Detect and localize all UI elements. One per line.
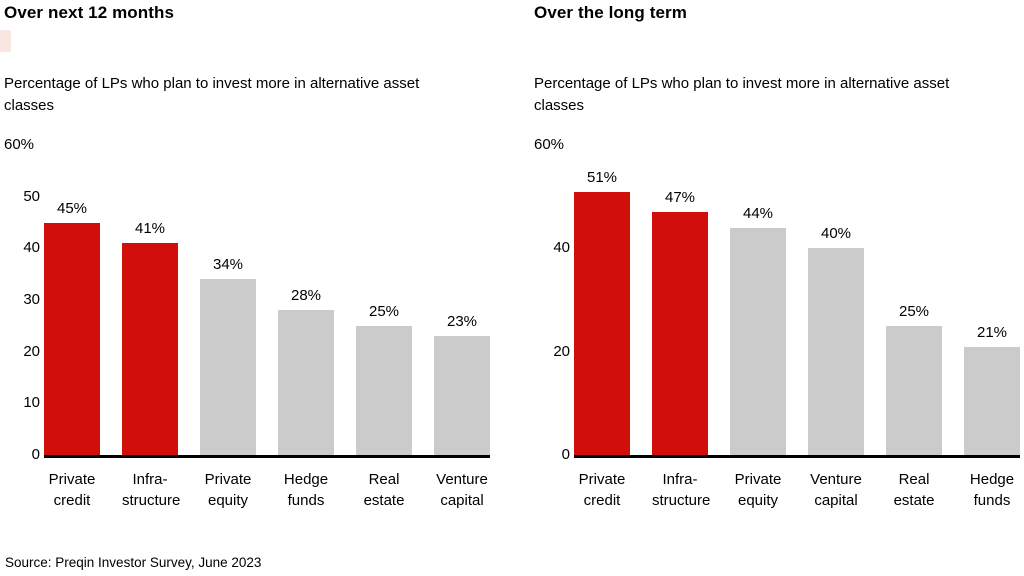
- x-axis-category-label: Hedge funds: [969, 471, 1015, 509]
- bar-column: 41%: [122, 220, 178, 455]
- y-axis-tick-label: 20: [23, 342, 40, 360]
- source-note: Source: Preqin Investor Survey, June 202…: [5, 555, 262, 570]
- y-axis-tick-label: 30: [23, 291, 40, 308]
- x-axis-category-label: Private equity: [734, 471, 782, 509]
- bar: [730, 227, 786, 455]
- bar-value-label: 23%: [446, 313, 478, 331]
- bar-value-label: 45%: [56, 199, 88, 217]
- bar-value-label: 40%: [820, 225, 852, 243]
- bar-column: 44%: [730, 205, 786, 455]
- bar: [434, 336, 490, 455]
- y-axis: 0 20 40: [534, 145, 574, 463]
- bar: [44, 222, 100, 455]
- bar: [200, 279, 256, 455]
- y-axis-tick-label: 40: [23, 239, 40, 257]
- y-axis-tick-label: 0: [31, 446, 40, 463]
- x-axis-category-label: Infra- structure: [122, 471, 181, 509]
- x-axis-category-label: Venture capital: [810, 471, 862, 509]
- bar-column: 47%: [652, 189, 708, 455]
- bar-value-label: 41%: [134, 220, 166, 238]
- x-axis-category-label: Hedge funds: [283, 471, 329, 509]
- bar: [356, 325, 412, 455]
- bar-column: 28%: [278, 287, 334, 455]
- bar-column: 51%: [574, 168, 630, 455]
- bar-column: 21%: [964, 323, 1020, 455]
- chart-panel-long-term: Over the long term Percentage of LPs who…: [512, 0, 1024, 511]
- plot-area: 60% 0 10 20 30 40 50 45% 41% 34% 28% 25% 23%: [4, 136, 490, 463]
- x-axis-labels: Private credit Infra- structure Private eq…: [4, 469, 490, 511]
- y-axis-tick-label: 20: [553, 342, 570, 360]
- bar: [964, 346, 1020, 455]
- bar: [574, 191, 630, 455]
- chart-panel-next-12-months: Over next 12 months Percentage of LPs wh…: [0, 0, 512, 511]
- bar: [886, 325, 942, 455]
- bar-value-label: 34%: [212, 256, 244, 274]
- y-axis-tick-label: 0: [561, 446, 570, 463]
- bar-value-label: 25%: [368, 302, 400, 320]
- bar: [278, 310, 334, 455]
- bar-value-label: 44%: [742, 204, 774, 222]
- x-axis-category-label: Private credit: [48, 471, 96, 509]
- bar-column: 34%: [200, 256, 256, 455]
- bar-column: 25%: [356, 303, 412, 455]
- x-axis-category-label: Venture capital: [436, 471, 488, 509]
- y-axis-max-label: 60%: [4, 136, 35, 154]
- chart-title: Over next 12 months: [4, 3, 175, 22]
- bar-column: 45%: [44, 199, 100, 455]
- bars: 51% 47% 44% 40% 25% 21%: [574, 145, 1020, 458]
- y-axis-tick-label: 50: [23, 187, 40, 205]
- x-axis-category-label: Private credit: [578, 471, 626, 509]
- x-axis-category-label: Real estate: [893, 471, 935, 509]
- plot-area: 60% 0 20 40 51% 47% 44% 40% 25% 21%: [534, 136, 1020, 463]
- bar-column: 25%: [886, 303, 942, 455]
- bar-value-label: 51%: [586, 168, 618, 186]
- bar: [808, 248, 864, 455]
- y-axis: 0 10 20 30 40 50: [4, 145, 44, 463]
- x-axis-category-label: Private equity: [204, 471, 252, 509]
- bar-column: 40%: [808, 225, 864, 455]
- bar-value-label: 47%: [664, 189, 696, 207]
- y-axis-tick-label: 10: [23, 394, 40, 412]
- y-axis-max-label: 60%: [534, 136, 565, 154]
- bar-column: 23%: [434, 313, 490, 455]
- chart-subtitle: Percentage of LPs who plan to invest mor…: [4, 75, 420, 114]
- artifact-smudge: [0, 30, 11, 52]
- chart-title: Over the long term: [534, 3, 687, 22]
- y-axis-tick-label: 40: [553, 239, 570, 257]
- bar-value-label: 21%: [976, 323, 1008, 341]
- bar: [652, 212, 708, 455]
- charts-row: Over next 12 months Percentage of LPs wh…: [0, 0, 1024, 511]
- bars: 45% 41% 34% 28% 25% 23%: [44, 145, 490, 458]
- bar-value-label: 28%: [290, 287, 322, 305]
- chart-subtitle: Percentage of LPs who plan to invest mor…: [534, 75, 950, 114]
- bar-value-label: 25%: [898, 302, 930, 320]
- x-axis-labels: Private credit Infra- structure Private eq…: [534, 469, 1020, 511]
- bar: [122, 243, 178, 455]
- x-axis-category-label: Real estate: [363, 471, 405, 509]
- x-axis-category-label: Infra- structure: [652, 471, 711, 509]
